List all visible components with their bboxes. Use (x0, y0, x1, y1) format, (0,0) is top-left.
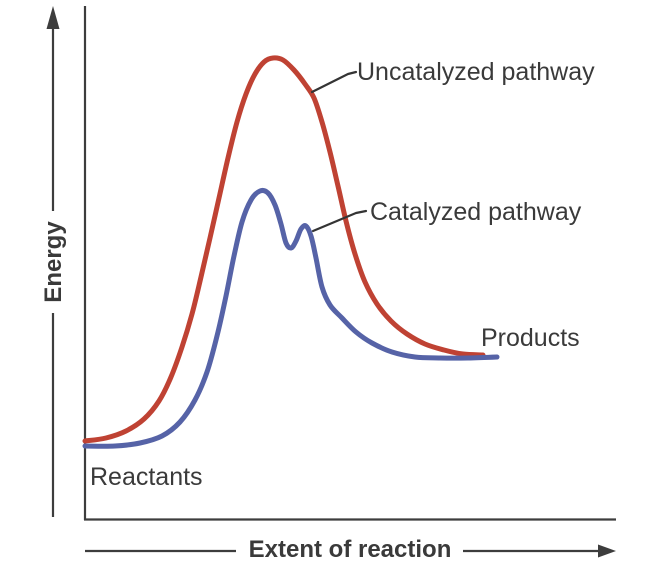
catalyzed-pathway-label: Catalyzed pathway (370, 198, 582, 226)
curves-group (82, 55, 500, 449)
catalyzed-pathway-curve (82, 187, 500, 449)
x-axis-arrow (85, 544, 616, 558)
products-label: Products (481, 324, 580, 352)
callouts-group (310, 70, 368, 233)
uncatalyzed-pathway-curve (82, 55, 486, 444)
y-axis-arrow (46, 6, 60, 517)
reactants-label: Reactants (90, 463, 203, 491)
x-axis-arrowhead-icon (598, 544, 616, 558)
uncatalyzed-leader-line (310, 70, 358, 94)
y-axis-arrowhead-icon (46, 6, 60, 29)
y-axis-label: Energy (40, 221, 67, 303)
uncatalyzed-pathway-label: Uncatalyzed pathway (357, 58, 595, 86)
catalyzed-leader-line (311, 209, 368, 233)
x-axis-label: Extent of reaction (248, 536, 452, 563)
